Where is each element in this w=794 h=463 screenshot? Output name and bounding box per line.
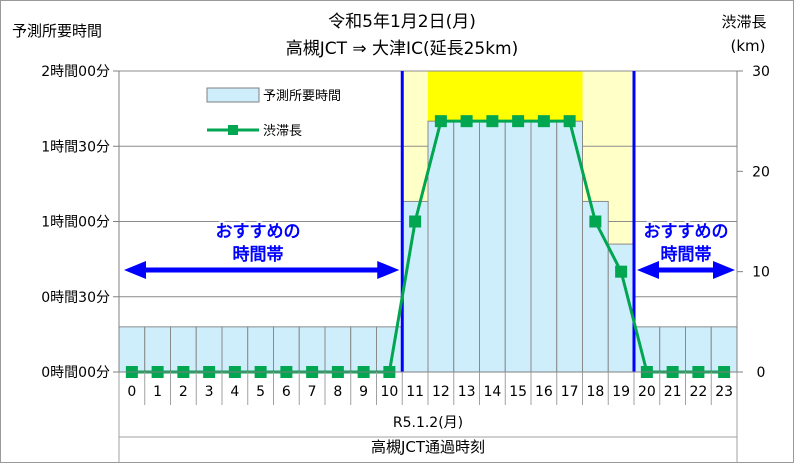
- line-point: [615, 265, 628, 278]
- bar: [195, 326, 223, 373]
- bar: [504, 120, 532, 373]
- y-tick-label: 1時間00分: [41, 215, 110, 231]
- x-tick-label: 0: [127, 384, 136, 400]
- bar: [350, 326, 377, 373]
- bar: [298, 326, 326, 373]
- line-point: [589, 215, 602, 228]
- x-tick-label: 9: [359, 384, 368, 400]
- line-point: [460, 115, 473, 128]
- x-tick-label: 7: [308, 384, 317, 400]
- bar: [170, 326, 197, 373]
- line-point: [537, 115, 550, 128]
- x-tick-label: 21: [664, 384, 682, 400]
- recommend-text-left-1: おすすめの: [216, 222, 301, 242]
- x-tick-label: 22: [689, 384, 707, 400]
- recommend-text-right-1: おすすめの: [644, 222, 729, 242]
- recommend-arrow-left: [124, 261, 400, 279]
- x-tick-label: 12: [432, 384, 450, 400]
- line-point: [563, 115, 576, 128]
- x-tick-label: 4: [230, 384, 239, 400]
- legend-marker: [228, 125, 238, 135]
- bar: [659, 326, 686, 373]
- bar: [118, 326, 146, 373]
- bar: [324, 326, 352, 373]
- bar: [479, 120, 506, 373]
- x-tick-label: 18: [586, 384, 604, 400]
- y2-axis-title: 渋滞長: [721, 13, 766, 31]
- x-tick-label: 23: [715, 384, 733, 400]
- line-point: [409, 215, 422, 228]
- line-point: [512, 115, 525, 128]
- line-point: [486, 115, 499, 128]
- y2-tick-label: 10: [752, 265, 770, 281]
- y-tick-label: 0時間00分: [41, 365, 110, 381]
- x-tick-label: 6: [282, 384, 291, 400]
- bar: [530, 120, 558, 373]
- y2-tick-label: 20: [752, 164, 770, 180]
- x-tick-label: 8: [333, 384, 342, 400]
- date-label: R5.1.2(月): [393, 415, 463, 431]
- x-tick-label: 10: [380, 384, 398, 400]
- x-tick-label: 2: [179, 384, 188, 400]
- legend-label-bar: 予測所要時間: [263, 89, 341, 104]
- x-tick-label: 13: [458, 384, 476, 400]
- y-axis-title: 予測所要時間: [12, 22, 102, 40]
- bar: [144, 326, 171, 373]
- recommend-text-right-2: 時間帯: [661, 244, 712, 265]
- chart-title: 令和5年1月2日(月): [328, 12, 476, 32]
- x-tick-label: 17: [561, 384, 579, 400]
- bar: [221, 326, 249, 373]
- x-tick-label: 20: [638, 384, 656, 400]
- x-tick-label: 3: [205, 384, 214, 400]
- recommend-arrow-right: [637, 261, 735, 279]
- y-tick-label: 0時間30分: [41, 290, 110, 306]
- recommend-label-left: おすすめの 時間帯: [214, 221, 302, 267]
- x-tick-label: 5: [256, 384, 265, 400]
- x-tick-label: 11: [406, 384, 424, 400]
- x-tick-label: 15: [509, 384, 527, 400]
- x-axis-title: 高槻JCT通過時刻: [371, 438, 485, 456]
- x-tick-label: 14: [483, 384, 501, 400]
- recommend-label-right: おすすめの 時間帯: [642, 221, 730, 267]
- bar: [582, 200, 609, 373]
- x-tick-label: 1: [153, 384, 162, 400]
- y2-axis-unit: (km): [730, 37, 765, 55]
- x-tick-label: 19: [612, 384, 630, 400]
- bar: [273, 326, 300, 373]
- legend-label-line: 渋滞長: [263, 124, 302, 139]
- y-tick-label: 2時間00分: [41, 64, 110, 80]
- chart-subtitle: 高槻JCT ⇒ 大津IC(延長25km): [286, 39, 519, 59]
- bar: [247, 326, 274, 373]
- bar: [710, 326, 738, 373]
- y2-tick-label: 30: [752, 64, 770, 80]
- y-tick-label: 1時間30分: [41, 139, 110, 155]
- x-tick-label: 16: [535, 384, 553, 400]
- bar: [685, 326, 712, 373]
- legend: 予測所要時間 渋滞長: [206, 87, 341, 139]
- y2-tick-label: 0: [757, 365, 766, 381]
- bar: [453, 120, 480, 373]
- legend-swatch-bar: [206, 87, 260, 103]
- recommend-text-left-2: 時間帯: [233, 244, 284, 265]
- line-point: [434, 115, 447, 128]
